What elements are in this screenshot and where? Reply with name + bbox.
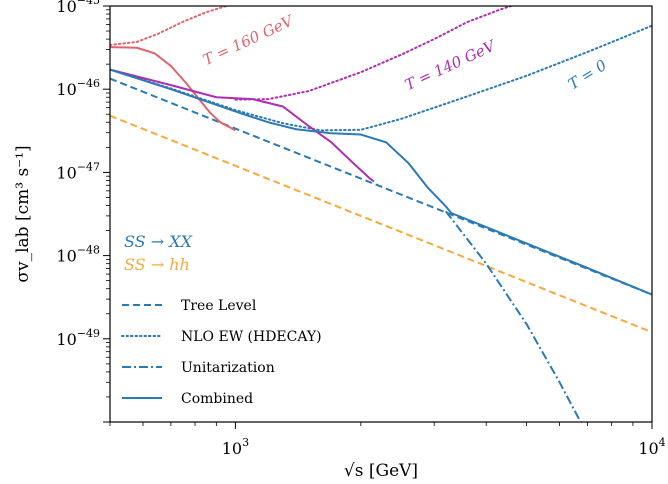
series-line-nlo-ew-t-140-gev <box>234 6 515 101</box>
x-axis-title: √s [GeV] <box>344 461 418 481</box>
legend-label-unitarization: Unitarization <box>181 360 275 376</box>
legend-label-combined: Combined <box>181 391 253 407</box>
y-axis-title: σv_lab [cm³ s⁻¹] <box>13 145 33 282</box>
legend-label-nlo-ew-hdecay: NLO EW (HDECAY) <box>181 329 322 345</box>
plot-frame <box>109 5 653 423</box>
y-tick-label: 10−48 <box>56 244 100 266</box>
annotation-t-140-gev: T = 140 GeV <box>402 36 500 94</box>
y-tick-label: 10−47 <box>56 160 100 182</box>
legend: Tree Level NLO EW (HDECAY) Unitarization Co… <box>121 298 322 407</box>
labels-layer: 103 104 10−45 10−46 10−47 10−48 10−49 <box>56 0 665 458</box>
annotation-ss-hh: SS → hh <box>124 255 190 274</box>
legend-label-tree-level: Tree Level <box>181 298 257 314</box>
series-line-combined-t-140-gev <box>110 68 375 183</box>
annotation-layer: T = 160 GeV T = 140 GeV T = 0 SS → XX SS → h… <box>124 11 610 274</box>
x-tick-label: 104 <box>638 436 665 458</box>
annotation-t-0: T = 0 <box>565 56 610 94</box>
y-tick-label: 10−46 <box>56 77 100 99</box>
x-tick-label: 103 <box>222 436 249 458</box>
series-line-ss-hh-tree-level <box>110 114 652 334</box>
series-line-combined-t-160-gev <box>110 46 236 132</box>
y-tick-label: 10−49 <box>56 327 100 349</box>
series-line-combined <box>110 68 652 296</box>
annotation-ss-xx: SS → XX <box>124 232 193 251</box>
ticks-layer <box>103 5 653 429</box>
annotation-t-160-gev: T = 160 GeV <box>200 11 298 69</box>
series-line-unitarization <box>445 210 582 422</box>
series-line-nlo-ew-t-160-gev <box>110 6 230 46</box>
series-layer <box>110 6 652 422</box>
y-tick-label: 10−45 <box>56 0 100 16</box>
